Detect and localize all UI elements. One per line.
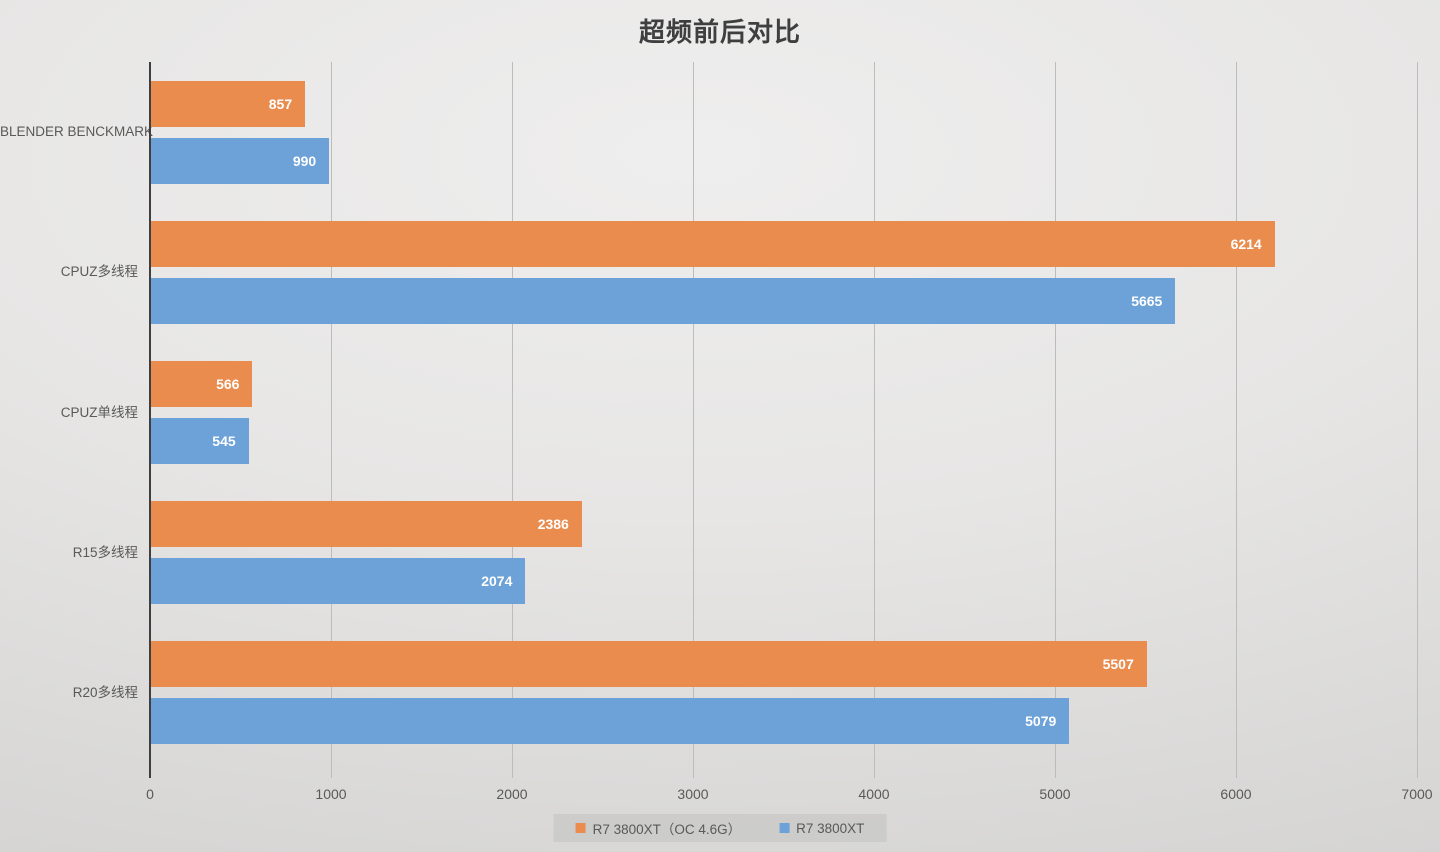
- x-axis-tick-label: 5000: [1039, 786, 1071, 802]
- legend-item: R7 3800XT（OC 4.6G）: [575, 818, 742, 838]
- bar-value-label: 2386: [537, 516, 569, 533]
- x-axis-tick-label: 1000: [315, 786, 347, 802]
- legend-label: R7 3800XT: [796, 820, 865, 836]
- x-axis-tick-label: 3000: [677, 786, 709, 802]
- bar-value-label: 5079: [1025, 713, 1057, 730]
- category-label: CPUZ多线程: [60, 264, 138, 280]
- legend-swatch-icon: [575, 823, 586, 833]
- bar-series1: 566: [150, 361, 253, 407]
- bar-value-label: 857: [268, 95, 293, 112]
- bar-series2: 2074: [150, 558, 526, 605]
- gridline: [331, 62, 332, 778]
- bar-series1: 5507: [150, 641, 1147, 688]
- bar-series2: 990: [150, 137, 330, 184]
- category-label: R20多线程: [72, 684, 138, 700]
- legend-swatch-icon: [779, 823, 790, 833]
- bar-series1: 857: [150, 80, 306, 127]
- bar-value-label: 5665: [1131, 292, 1163, 309]
- category-label: CPUZ单线程: [60, 404, 138, 420]
- legend: R7 3800XT（OC 4.6G） R7 3800XT: [553, 814, 887, 842]
- y-axis-line: [149, 62, 151, 778]
- bar-value-label: 2074: [481, 573, 513, 590]
- gridline: [1236, 62, 1237, 778]
- category-label: BLENDER BENCKMARK: [0, 124, 154, 140]
- bar-series2: 545: [150, 418, 249, 464]
- bar-series1: 2386: [150, 501, 582, 548]
- x-axis-tick-label: 0: [146, 786, 154, 802]
- x-axis-tick-label: 6000: [1220, 786, 1252, 802]
- gridline: [512, 62, 513, 778]
- x-axis-tick-label: 4000: [858, 786, 890, 802]
- gridline: [1417, 62, 1418, 778]
- bar-value-label: 5507: [1102, 656, 1134, 673]
- bar-value-label: 545: [212, 433, 236, 449]
- gridline: [874, 62, 875, 778]
- bar-value-label: 6214: [1230, 235, 1262, 252]
- chart-title: 超频前后对比: [638, 17, 801, 47]
- plot-area: 857 990 6214 5665 566 545 2386 2074 5507 5079: [149, 62, 1418, 778]
- x-axis-tick-label: 7000: [1401, 786, 1433, 802]
- bar-series1: 6214: [150, 220, 1275, 267]
- gridline: [693, 62, 694, 778]
- x-axis-tick-label: 2000: [496, 786, 528, 802]
- gridline: [1055, 62, 1056, 778]
- legend-item: R7 3800XT: [779, 821, 864, 836]
- bar-series2: 5665: [150, 277, 1176, 324]
- bar-value-label: 990: [292, 152, 317, 169]
- bar-value-label: 566: [216, 376, 240, 392]
- bar-series2: 5079: [150, 698, 1070, 745]
- legend-label: R7 3800XT（OC 4.6G）: [592, 822, 742, 837]
- category-label: R15多线程: [72, 544, 138, 560]
